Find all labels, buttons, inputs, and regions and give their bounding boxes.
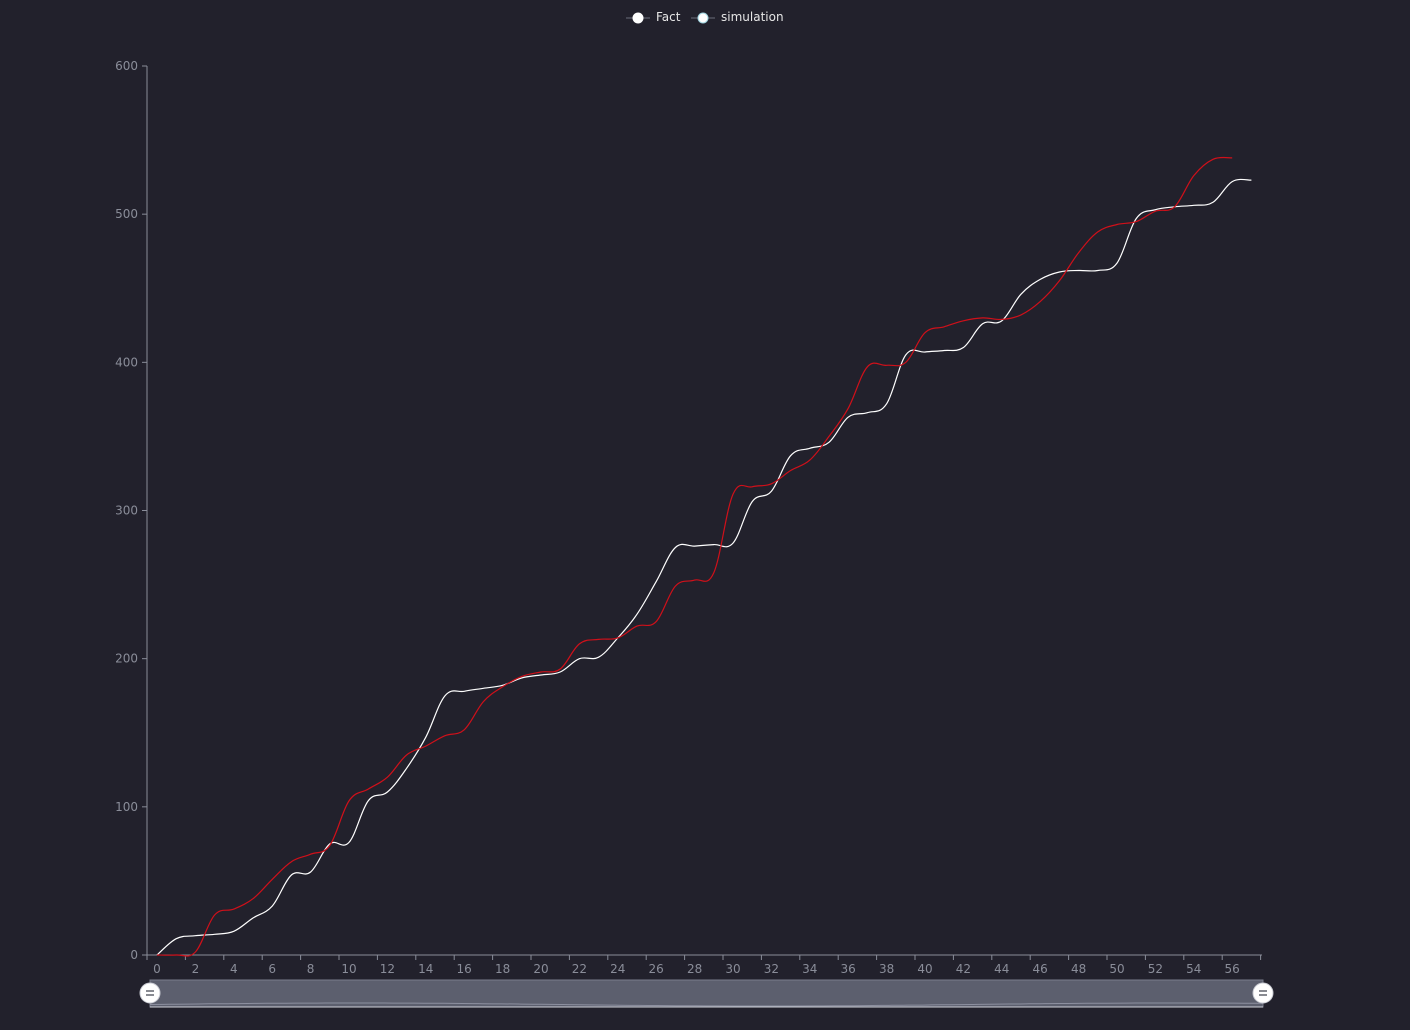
x-tick-label: 22 <box>572 962 587 976</box>
x-tick-label: 16 <box>457 962 472 976</box>
zoom-handle-left[interactable] <box>139 982 161 1004</box>
legend[interactable]: Fact simulation <box>626 10 784 24</box>
x-tick-label: 56 <box>1225 962 1240 976</box>
x-tick-label: 0 <box>153 962 161 976</box>
x-tick-label: 6 <box>268 962 276 976</box>
x-tick-label: 26 <box>649 962 664 976</box>
x-tick-label: 30 <box>725 962 740 976</box>
x-tick-label: 4 <box>230 962 238 976</box>
y-tick-label: 300 <box>115 504 138 518</box>
series-line-fact <box>156 178 1252 956</box>
x-tick-label: 48 <box>1071 962 1086 976</box>
legend-label: simulation <box>721 10 784 24</box>
series-line-simulation <box>156 156 1233 957</box>
legend-marker <box>632 12 644 24</box>
x-tick-label: 2 <box>192 962 200 976</box>
x-tick-label: 44 <box>994 962 1009 976</box>
y-tick-label: 0 <box>130 948 138 962</box>
y-axis: 0 100 200 300 400 500 600 <box>115 59 148 962</box>
x-tick-label: 24 <box>610 962 625 976</box>
y-tick-label: 500 <box>115 207 138 221</box>
y-tick-label: 100 <box>115 800 138 814</box>
handle-knob[interactable] <box>139 982 161 1004</box>
legend-label: Fact <box>656 10 681 24</box>
x-tick-label: 52 <box>1148 962 1163 976</box>
x-tick-label: 42 <box>956 962 971 976</box>
x-tick-label: 50 <box>1109 962 1124 976</box>
zoom-handle-right[interactable] <box>1252 982 1274 1004</box>
x-tick-label: 36 <box>841 962 856 976</box>
x-tick-label: 20 <box>533 962 548 976</box>
handle-knob[interactable] <box>1252 982 1274 1004</box>
zoom-preview-line <box>149 1002 1264 1007</box>
x-axis: 0 2 4 6 8 10 12 14 16 18 20 22 24 26 28 30 32 34 36 38 40 42 4… <box>146 954 1262 976</box>
x-tick-label: 10 <box>341 962 356 976</box>
x-tick-label: 32 <box>764 962 779 976</box>
x-tick-label: 18 <box>495 962 510 976</box>
y-tick-label: 600 <box>115 59 138 73</box>
x-tick-label: 12 <box>380 962 395 976</box>
x-tick-label: 54 <box>1186 962 1201 976</box>
legend-item-simulation[interactable]: simulation <box>691 10 784 24</box>
data-zoom-slider[interactable] <box>139 979 1274 1008</box>
x-tick-label: 14 <box>418 962 433 976</box>
y-tick-label: 400 <box>115 355 138 369</box>
x-tick-label: 8 <box>307 962 315 976</box>
x-tick-label: 28 <box>687 962 702 976</box>
legend-marker <box>697 12 709 24</box>
x-tick-label: 40 <box>917 962 932 976</box>
series-layer <box>156 156 1252 957</box>
x-tick-label: 46 <box>1033 962 1048 976</box>
y-tick-label: 200 <box>115 652 138 666</box>
x-tick-label: 34 <box>802 962 817 976</box>
x-tick-label: 38 <box>879 962 894 976</box>
legend-item-fact[interactable]: Fact <box>626 10 681 24</box>
